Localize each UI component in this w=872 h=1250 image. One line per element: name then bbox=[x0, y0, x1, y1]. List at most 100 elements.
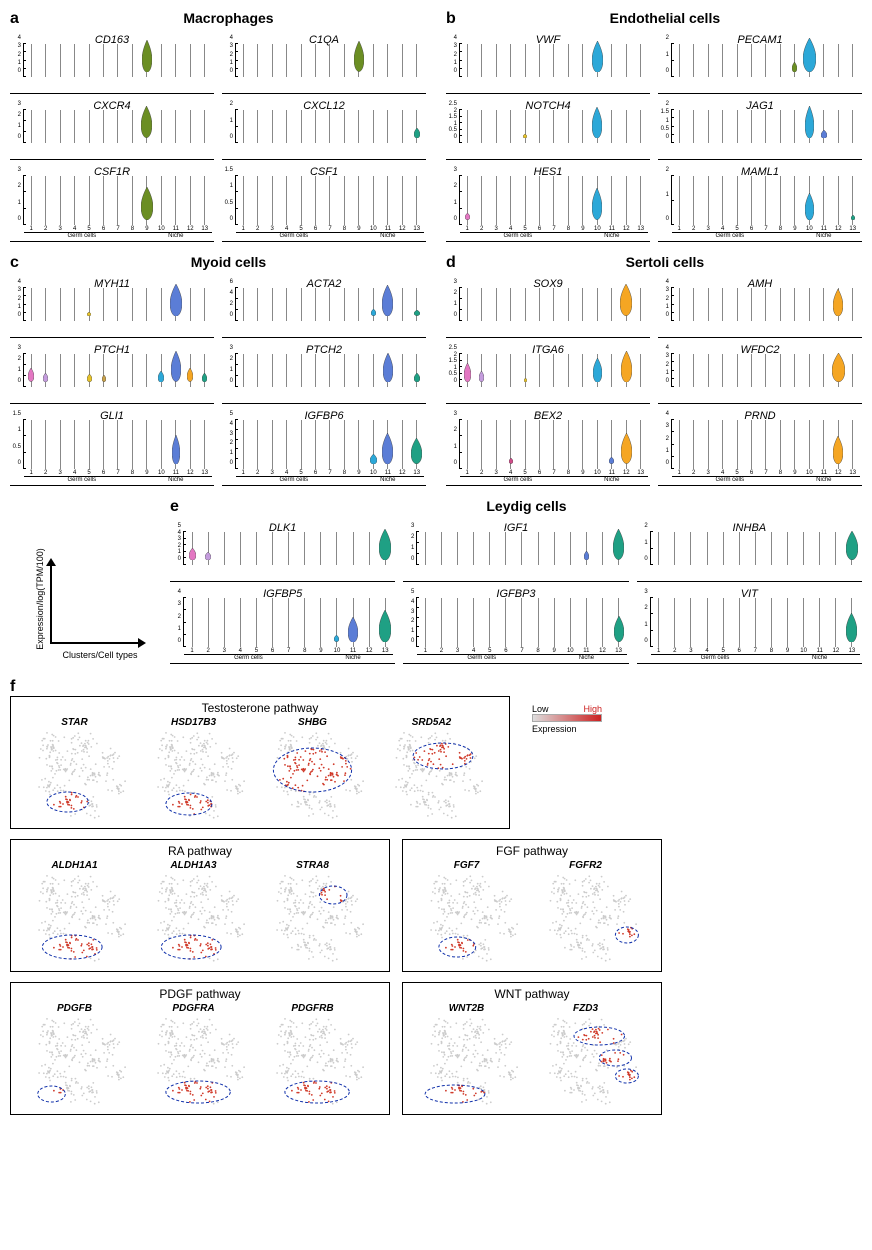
y-axis: 01234 bbox=[222, 44, 236, 77]
tsne-plot bbox=[255, 1016, 370, 1106]
violin-plot: MYH1101234 bbox=[10, 276, 214, 338]
plot-area bbox=[460, 44, 648, 77]
violin-shape bbox=[87, 369, 92, 387]
axis-diagram: Expression/log(TPM/100)Clusters/Cell typ… bbox=[10, 544, 160, 664]
violin-plot: IGFBP601234512345678910111213Germ cellsN… bbox=[222, 408, 426, 486]
plot-area bbox=[460, 288, 648, 321]
violin-shape bbox=[613, 529, 624, 565]
violin-shape bbox=[833, 289, 843, 321]
y-axis: 01234 bbox=[658, 288, 672, 321]
violin-shape bbox=[851, 207, 855, 225]
violin-plot: CSF1R012312345678910111213Germ cellsNich… bbox=[10, 164, 214, 242]
violin-plot: SOX90123 bbox=[446, 276, 650, 338]
y-axis: 012 bbox=[658, 44, 672, 77]
violin-plot: MAML101212345678910111213Germ cellsNiche bbox=[658, 164, 862, 242]
panel-e: eLeydig cellsDLK1012345IGF10123INHBA012I… bbox=[170, 498, 862, 664]
panel-letter: b bbox=[446, 10, 456, 28]
y-axis: 0123 bbox=[637, 598, 651, 647]
y-axis: 0246 bbox=[222, 288, 236, 321]
plot-area bbox=[236, 354, 424, 387]
violin-shape bbox=[465, 207, 470, 225]
violin-plot: VWF01234 bbox=[446, 32, 650, 94]
violin-shape bbox=[170, 284, 182, 321]
pathway-box: WNT pathwayWNT2BFZD3 bbox=[402, 982, 662, 1115]
plot-area bbox=[460, 354, 648, 387]
tsne-plot bbox=[136, 1016, 251, 1106]
plot-area bbox=[184, 532, 393, 565]
tsne-gene-label: ALDH1A1 bbox=[17, 860, 132, 871]
tsne-gene-label: WNT2B bbox=[409, 1003, 524, 1014]
y-axis: 0123 bbox=[446, 420, 460, 469]
violin-shape bbox=[28, 368, 34, 387]
plot-area bbox=[460, 110, 648, 143]
x-axis: 12345678910111213Germ cellsNiche bbox=[672, 225, 860, 241]
tsne-cell: FZD3 bbox=[528, 1003, 643, 1106]
y-axis: 01234 bbox=[10, 288, 24, 321]
violin-shape bbox=[792, 59, 797, 77]
violin-plot: ACTA20246 bbox=[222, 276, 426, 338]
tsne-gene-label: PDGFRB bbox=[255, 1003, 370, 1014]
violin-shape bbox=[382, 285, 393, 321]
violin-shape bbox=[334, 629, 339, 647]
tsne-cell: PDGFRB bbox=[255, 1003, 370, 1106]
panel-d: dSertoli cellsSOX90123AMH01234ITGA600.51… bbox=[446, 254, 862, 486]
panel-letter: d bbox=[446, 254, 456, 272]
pathway-title: FGF pathway bbox=[409, 844, 655, 858]
pathway-box: Testosterone pathwaySTARHSD17B3SHBGSRD5A… bbox=[10, 696, 510, 829]
violin-shape bbox=[158, 369, 164, 387]
tsne-gene-label: SHBG bbox=[255, 717, 370, 728]
tsne-gene-label: STRA8 bbox=[255, 860, 370, 871]
plot-area bbox=[24, 110, 212, 143]
panel-title: Endothelial cells bbox=[468, 10, 862, 26]
pathway-box: RA pathwayALDH1A1ALDH1A3STRA8 bbox=[10, 839, 390, 972]
panel-b: bEndothelial cellsVWF01234PECAM1012NOTCH… bbox=[446, 10, 862, 242]
violin-plot: BEX2012312345678910111213Germ cellsNiche bbox=[446, 408, 650, 486]
plot-area bbox=[672, 44, 860, 77]
x-axis: 12345678910111213Germ cellsNiche bbox=[24, 469, 212, 485]
y-axis: 0123 bbox=[10, 110, 24, 143]
x-axis: 12345678910111213Germ cellsNiche bbox=[417, 647, 626, 663]
y-axis: 0123 bbox=[446, 176, 460, 225]
violin-shape bbox=[87, 303, 91, 321]
tsne-cell: STRA8 bbox=[255, 860, 370, 963]
y-axis: 012345 bbox=[403, 598, 417, 647]
tsne-cell: HSD17B3 bbox=[136, 717, 251, 820]
violin-plot: PTCH20123 bbox=[222, 342, 426, 404]
violin-shape bbox=[620, 284, 632, 321]
y-axis: 00.511.5 bbox=[222, 176, 236, 225]
violin-plot: DLK1012345 bbox=[170, 520, 395, 582]
x-axis: 12345678910111213Germ cellsNiche bbox=[460, 469, 648, 485]
violin-shape bbox=[379, 610, 391, 647]
y-axis: 00.511.522.5 bbox=[446, 354, 460, 387]
tsne-gene-label: PDGFRA bbox=[136, 1003, 251, 1014]
tsne-cell: PDGFRA bbox=[136, 1003, 251, 1106]
y-axis: 01234 bbox=[446, 44, 460, 77]
plot-area bbox=[24, 420, 212, 469]
pathway-title: RA pathway bbox=[17, 844, 383, 858]
plot-area bbox=[236, 44, 424, 77]
violin-plot: IGFBP50123412345678910111213Germ cellsNi… bbox=[170, 586, 395, 664]
violin-shape bbox=[609, 451, 614, 469]
violin-shape bbox=[382, 433, 393, 469]
violin-shape bbox=[846, 531, 858, 565]
violin-shape bbox=[171, 351, 181, 387]
violin-shape bbox=[464, 363, 471, 387]
violin-plot: PRND0123412345678910111213Germ cellsNich… bbox=[658, 408, 862, 486]
plot-area bbox=[460, 420, 648, 469]
violin-shape bbox=[102, 369, 106, 387]
violin-plot: HES1012312345678910111213Germ cellsNiche bbox=[446, 164, 650, 242]
y-axis: 0123 bbox=[222, 354, 236, 387]
violin-shape bbox=[383, 353, 393, 387]
y-axis: 0123 bbox=[10, 354, 24, 387]
tsne-cell: FGF7 bbox=[409, 860, 524, 963]
violin-plot: CD16301234 bbox=[10, 32, 214, 94]
violin-shape bbox=[172, 435, 180, 469]
plot-area bbox=[24, 354, 212, 387]
y-axis: 012 bbox=[637, 532, 651, 565]
y-axis: 0123 bbox=[403, 532, 417, 565]
violin-shape bbox=[805, 106, 814, 143]
y-axis: 01234 bbox=[658, 420, 672, 469]
violin-shape bbox=[202, 369, 207, 387]
panel-title: Myoid cells bbox=[31, 254, 426, 270]
x-axis: 12345678910111213Germ cellsNiche bbox=[651, 647, 860, 663]
